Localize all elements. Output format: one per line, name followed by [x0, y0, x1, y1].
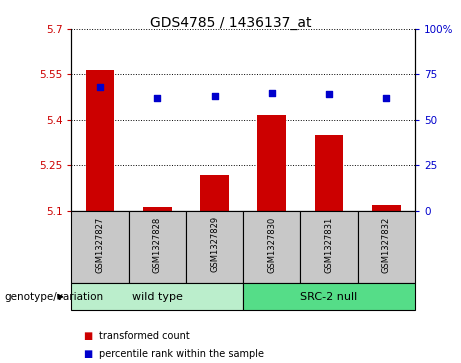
Bar	[358, 211, 415, 283]
Text: GSM1327829: GSM1327829	[210, 216, 219, 273]
Bar	[143, 207, 171, 211]
Text: ■: ■	[83, 349, 92, 359]
Point	[154, 95, 161, 101]
Bar	[71, 283, 243, 310]
Bar	[86, 70, 114, 211]
Text: percentile rank within the sample: percentile rank within the sample	[99, 349, 264, 359]
Point	[96, 84, 104, 90]
Text: GSM1327832: GSM1327832	[382, 216, 391, 273]
Text: SRC-2 null: SRC-2 null	[301, 292, 358, 302]
Bar	[186, 211, 243, 283]
Text: GSM1327831: GSM1327831	[325, 216, 334, 273]
Bar	[200, 175, 229, 211]
Text: GDS4785 / 1436137_at: GDS4785 / 1436137_at	[150, 16, 311, 30]
Bar	[301, 211, 358, 283]
Text: genotype/variation: genotype/variation	[5, 292, 104, 302]
Text: GSM1327828: GSM1327828	[153, 216, 162, 273]
Text: ■: ■	[83, 331, 92, 341]
Bar	[129, 211, 186, 283]
Point	[383, 95, 390, 101]
Text: transformed count: transformed count	[99, 331, 190, 341]
Text: GSM1327827: GSM1327827	[95, 216, 105, 273]
Point	[268, 90, 276, 95]
Text: GSM1327830: GSM1327830	[267, 216, 276, 273]
Bar	[243, 283, 415, 310]
Bar	[315, 135, 343, 211]
Bar	[372, 205, 401, 211]
Bar	[243, 211, 301, 283]
Point	[211, 93, 218, 99]
Text: wild type: wild type	[132, 292, 183, 302]
Bar	[71, 211, 129, 283]
Point	[325, 91, 333, 97]
Bar	[258, 115, 286, 211]
